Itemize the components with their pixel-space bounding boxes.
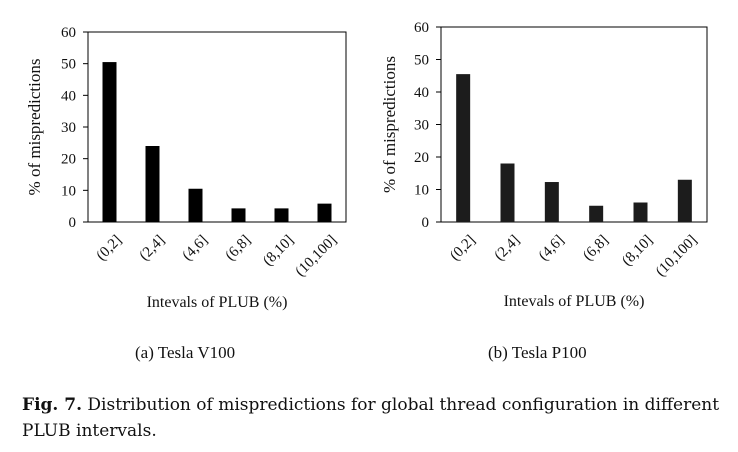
y-tick-label: 60 [61, 25, 76, 41]
subcaption-a: (a) Tesla V100 [135, 343, 236, 362]
x-tick-label: (0,2] [93, 232, 125, 264]
x-tick-label: (6,8] [222, 232, 254, 264]
y-tick-label: 60 [414, 20, 429, 36]
bar-5 [317, 203, 332, 222]
x-tick-label: (2,4] [136, 232, 168, 264]
figure-label: Fig. 7. [22, 395, 82, 415]
x-tick-label: (0,2] [447, 232, 479, 264]
y-axis-title: % of mispredictions [25, 59, 44, 196]
x-tick-label: (10,100] [653, 232, 701, 280]
x-tick-label: (2,4] [491, 232, 523, 264]
bar-2 [188, 188, 203, 222]
y-tick-label: 20 [61, 152, 76, 168]
y-tick-label: 0 [422, 215, 430, 231]
chart-a: 0 10 20 30 40 50 60 (0,2] (2,4] (4,6] (6,8] (8,10](… [25, 25, 347, 311]
bar-3 [231, 208, 246, 222]
y-tick-label: 50 [61, 57, 76, 73]
x-tick-label: (4,6] [179, 232, 211, 264]
bar-4 [274, 208, 289, 222]
bar-4 [633, 202, 648, 222]
plot-frame [440, 26, 708, 223]
figure-caption-text: Distribution of mispredictions for globa… [22, 395, 720, 441]
x-tick-label: (8,10] [260, 232, 297, 269]
plot-frame [87, 31, 347, 223]
x-axis-title: Intevals of PLUB (%) [147, 294, 288, 311]
figure-caption: Fig. 7. Distribution of mispredictions f… [22, 392, 722, 444]
chart-b: 0 10 20 30 40 50 60 (0,2] (2,4] (4,6] (6,8] (8,10](… [380, 20, 708, 310]
bar-0 [456, 74, 471, 222]
bar-2 [544, 182, 559, 222]
y-tick-label: 40 [414, 85, 429, 101]
x-tick-label: (8,10] [619, 232, 656, 269]
x-axis-title: Intevals of PLUB (%) [504, 293, 645, 310]
y-axis-title: % of mispredictions [380, 56, 399, 193]
y-tick-label: 40 [61, 88, 76, 104]
x-tick-label: (4,6] [536, 232, 568, 264]
y-tick-label: 30 [61, 120, 76, 136]
bar-0 [102, 62, 117, 223]
y-tick-label: 0 [69, 215, 77, 231]
bar-5 [677, 179, 692, 222]
bar-1 [145, 146, 160, 222]
y-tick-label: 10 [414, 183, 429, 199]
subcaption-b: (b) Tesla P100 [488, 343, 587, 362]
y-tick-label: 50 [414, 53, 429, 69]
y-tick-label: 30 [414, 118, 429, 134]
y-tick-label: 20 [414, 150, 429, 166]
y-tick-label: 10 [61, 183, 76, 199]
bar-1 [500, 163, 515, 222]
x-tick-label: (6,8] [580, 232, 612, 264]
bar-3 [589, 205, 604, 222]
x-tick-label: (10,100] [293, 232, 341, 280]
